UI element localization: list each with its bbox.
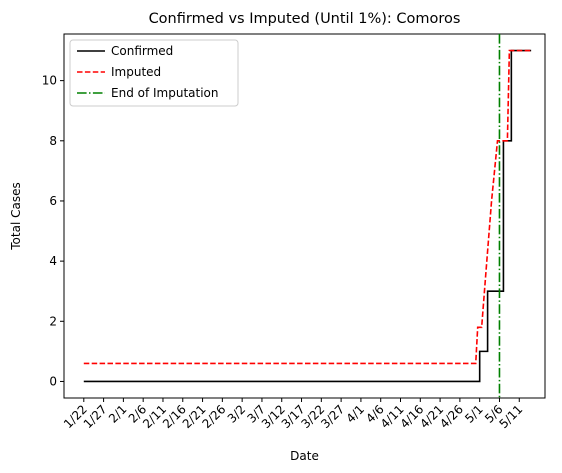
chart-title: Confirmed vs Imputed (Until 1%): Comoros	[149, 11, 461, 27]
x-tick-label: 5/11	[496, 402, 525, 431]
x-tick-label: 3/27	[318, 402, 347, 431]
series-layer	[83, 34, 532, 398]
legend-entry: End of Imputation	[111, 86, 219, 100]
legend-entry: Imputed	[111, 65, 161, 79]
x-tick-label: 3/2	[225, 402, 249, 426]
x-tick-label: 5/1	[462, 402, 486, 426]
y-tick-label: 2	[49, 314, 57, 328]
y-axis-label: Total Cases	[9, 182, 23, 250]
y-tick-label: 10	[42, 74, 57, 88]
series-line-confirmed	[83, 49, 532, 383]
x-tick-label: 1/27	[81, 402, 110, 431]
x-axis-label: Date	[290, 449, 319, 463]
x-tick-label: 4/26	[437, 402, 466, 431]
legend: Confirmed Imputed End of Imputation	[69, 39, 239, 107]
y-tick-label: 6	[49, 194, 57, 208]
y-tick-label: 8	[49, 134, 57, 148]
x-tick-label: 2/1	[106, 402, 130, 426]
x-tick-label: 4/1	[343, 402, 367, 426]
plot-area	[63, 33, 546, 399]
series-line-imputed	[83, 49, 532, 365]
legend-entry: Confirmed	[111, 44, 173, 58]
x-tick-label: 2/26	[200, 402, 229, 431]
x-axis: 1/221/272/12/62/112/162/212/263/23/73/12…	[61, 398, 525, 431]
y-axis: 0 2 4 6 8 10	[42, 74, 64, 388]
y-tick-label: 0	[49, 374, 57, 388]
y-tick-label: 4	[49, 254, 57, 268]
legend-box	[69, 39, 239, 107]
